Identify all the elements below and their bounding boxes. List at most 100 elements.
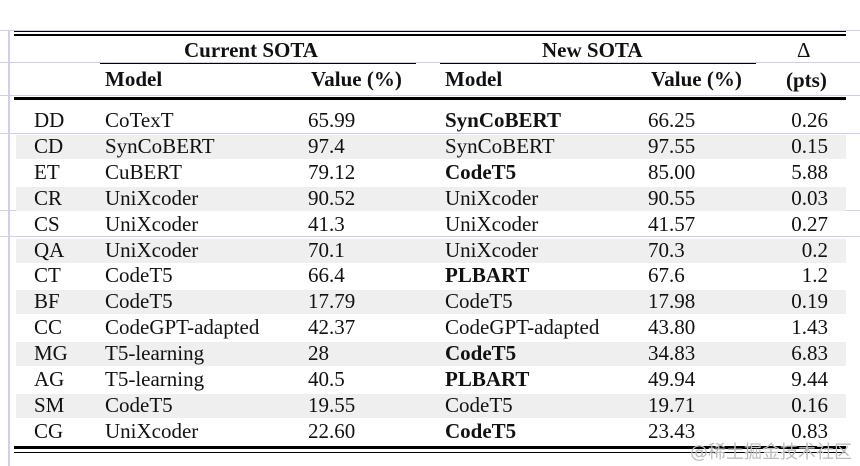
row-shading: [16, 238, 846, 263]
current-value-cell: 19.55: [308, 392, 356, 417]
task-cell: AG: [34, 367, 65, 391]
current-value-cell: 42.37: [308, 315, 356, 340]
current-model-cell: T5-learning: [105, 367, 205, 391]
task-cell: CS: [34, 211, 60, 236]
current-value-cell: 40.5: [308, 367, 345, 391]
current-sota-underline: [100, 63, 416, 64]
task-cell: CC: [34, 315, 63, 340]
row-shading: [16, 393, 846, 418]
row-shading: [16, 134, 846, 159]
current-value-cell: 17.79: [308, 289, 356, 314]
task-cell: CG: [34, 418, 64, 443]
current-model-cell: UniXcoder: [105, 211, 199, 236]
current-model-cell: UniXcoder: [105, 237, 199, 262]
delta-cell: 0.03: [791, 185, 828, 210]
new-value-cell: 19.71: [648, 392, 696, 417]
task-cell: CD: [34, 133, 64, 158]
delta-cell: 1.2: [801, 263, 828, 288]
new-model-cell: UniXcoder: [445, 237, 539, 262]
task-cell: SM: [34, 392, 65, 417]
delta-cell: 6.83: [791, 341, 828, 366]
new-value-cell: 66.25: [648, 108, 696, 132]
new-value-cell: 70.3: [648, 237, 685, 262]
new-model-cell: CodeT5: [445, 341, 517, 366]
current-model-cell: CodeT5: [105, 263, 173, 288]
delta-cell: 0.27: [791, 211, 828, 236]
header-bottom-rule: [14, 97, 846, 100]
row-shading: [16, 290, 846, 315]
frame-left-line: [8, 30, 10, 466]
new-value-cell: 90.55: [648, 185, 696, 210]
new-model-cell: CodeT5: [445, 289, 513, 314]
current-model-cell: SynCoBERT: [105, 133, 215, 158]
current-model-cell: CodeGPT-adapted: [105, 315, 260, 340]
delta-cell: 0.19: [791, 289, 828, 314]
current-value-cell: 22.60: [308, 418, 356, 443]
current-model-cell: CuBERT: [105, 159, 182, 184]
new-value-cell: 43.80: [648, 315, 696, 340]
current-value-cell: 66.4: [308, 263, 345, 288]
new-value-cell: 97.55: [648, 133, 696, 158]
new-value-cell: 41.57: [648, 211, 696, 236]
new-model-cell: PLBART: [445, 263, 530, 288]
task-cell: ET: [34, 159, 60, 184]
new-model-cell: CodeT5: [445, 159, 517, 184]
frame-top-line: [0, 30, 860, 31]
current-value-cell: 79.12: [308, 159, 356, 184]
delta-cell: 0.2: [801, 237, 828, 262]
new-value-cell: 49.94: [648, 367, 696, 391]
task-cell: BF: [34, 289, 60, 314]
column-header-model-new: Model: [445, 67, 503, 91]
delta-cell: 1.43: [791, 315, 828, 340]
column-header-model: Model: [105, 67, 163, 91]
row-shading: [16, 186, 846, 211]
task-cell: DD: [34, 108, 65, 132]
new-model-cell: SynCoBERT: [445, 133, 555, 158]
current-model-cell: CodeT5: [105, 392, 173, 417]
delta-cell: 0.83: [791, 418, 828, 443]
new-model-cell: CodeT5: [445, 418, 517, 443]
delta-cell: 0.26: [791, 108, 828, 132]
column-header-value-new: Value (%): [651, 67, 742, 91]
delta-cell: 0.16: [791, 392, 828, 417]
current-model-cell: UniXcoder: [105, 185, 199, 210]
bottom-rule: [14, 446, 846, 449]
current-model-cell: CodeT5: [105, 289, 173, 314]
column-header-pts: (pts): [786, 68, 827, 92]
new-model-cell: CodeGPT-adapted: [445, 315, 600, 340]
bottom-rule-thin: [14, 452, 846, 453]
delta-cell: 9.44: [791, 367, 828, 391]
frame-row-line: [0, 236, 860, 237]
group-header-new-sota: New SOTA: [542, 38, 643, 62]
new-value-cell: 17.98: [648, 289, 696, 314]
new-value-cell: 85.00: [648, 159, 696, 184]
new-value-cell: 23.43: [648, 418, 696, 443]
delta-cell: 5.88: [791, 159, 828, 184]
row-shading: [16, 342, 846, 367]
watermark-text: @稀土掘金技术社区: [690, 442, 852, 463]
delta-cell: 0.15: [791, 133, 828, 158]
current-value-cell: 90.52: [308, 185, 356, 210]
new-model-cell: PLBART: [445, 367, 530, 391]
frame-subheader-line: [0, 95, 860, 96]
current-value-cell: 97.4: [308, 133, 345, 158]
current-value-cell: 41.3: [308, 211, 345, 236]
current-model-cell: T5-learning: [105, 341, 205, 366]
new-sota-underline: [440, 63, 756, 64]
task-cell: CT: [34, 263, 61, 288]
column-header-value: Value (%): [311, 67, 402, 91]
top-rule: [14, 31, 846, 32]
delta-symbol: Δ: [797, 38, 811, 62]
new-value-cell: 34.83: [648, 341, 696, 366]
current-model-cell: UniXcoder: [105, 418, 199, 443]
new-model-cell: CodeT5: [445, 392, 513, 417]
top-rule-thick: [14, 34, 846, 36]
current-value-cell: 70.1: [308, 237, 345, 262]
group-header-current-sota: Current SOTA: [184, 38, 318, 62]
new-model-cell: UniXcoder: [445, 185, 539, 210]
task-cell: MG: [34, 341, 68, 366]
frame-header-line: [0, 62, 860, 63]
current-value-cell: 28: [308, 341, 329, 366]
task-cell: QA: [34, 237, 65, 262]
new-value-cell: 67.6: [648, 263, 685, 288]
